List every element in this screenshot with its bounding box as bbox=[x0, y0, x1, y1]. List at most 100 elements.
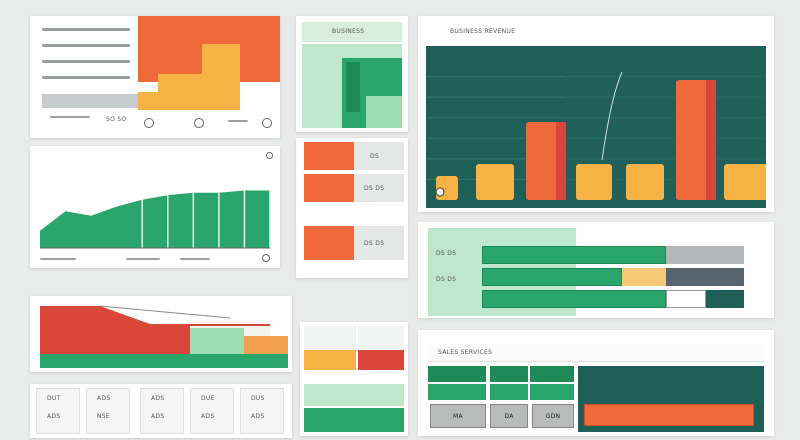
sales-header: SALES SERVICES bbox=[428, 344, 764, 362]
table-column: DUE ADS bbox=[190, 388, 234, 434]
table-columns: DUT ADS ADS NSE ADS ADS DUE ADS DUS ADS bbox=[30, 384, 292, 438]
data-table: DUT ADS ADS NSE ADS ADS DUE ADS DUS ADS bbox=[30, 384, 292, 438]
mini-chart-title: BUSINESS bbox=[332, 28, 365, 35]
progress-row-gray bbox=[666, 246, 744, 264]
trend-line bbox=[99, 305, 231, 319]
yellow-step bbox=[202, 44, 240, 110]
mini-chart-bar bbox=[346, 62, 360, 112]
sales-cell bbox=[490, 366, 528, 382]
trend-area-orange bbox=[244, 336, 288, 354]
trend-area-green bbox=[40, 354, 288, 368]
progress-row-yellow bbox=[622, 268, 666, 286]
column-header: DUT bbox=[47, 395, 61, 402]
text-line bbox=[228, 120, 248, 122]
progress-row bbox=[482, 290, 666, 308]
progress-row-white bbox=[666, 290, 706, 308]
revenue-chart bbox=[426, 46, 766, 208]
area-chart bbox=[40, 190, 271, 249]
text-line bbox=[180, 258, 210, 260]
info-icon[interactable] bbox=[266, 152, 273, 159]
metric-tile-orange bbox=[304, 226, 354, 260]
table-column: ADS ADS bbox=[140, 388, 184, 434]
area-fill bbox=[40, 190, 270, 248]
sales-cell bbox=[428, 384, 486, 400]
button-label: GDN bbox=[545, 412, 561, 420]
column-value: NSE bbox=[97, 413, 110, 420]
button-label: DA bbox=[504, 412, 514, 420]
metric-tile-gray: DS DS bbox=[354, 226, 404, 260]
table-column: ADS NSE bbox=[86, 388, 130, 434]
sales-panel: SALES SERVICES MA DA GDN bbox=[418, 330, 774, 436]
text-line bbox=[42, 44, 130, 47]
trend-area-light bbox=[190, 328, 244, 354]
column-value: ADS bbox=[201, 413, 215, 420]
yellow-step bbox=[158, 74, 202, 110]
progress-label: DS DS bbox=[436, 250, 457, 257]
revenue-bar-shade bbox=[556, 122, 566, 200]
refresh-icon[interactable] bbox=[144, 118, 154, 128]
sales-cell bbox=[530, 384, 574, 400]
metric-tile-label: DS bbox=[370, 153, 380, 160]
trend-chart bbox=[40, 305, 288, 368]
refresh-icon[interactable] bbox=[262, 118, 272, 128]
progress-row-dark bbox=[706, 290, 744, 308]
text-line bbox=[50, 116, 90, 118]
sales-title: SALES SERVICES bbox=[438, 349, 493, 356]
column-header: DUS bbox=[251, 395, 265, 402]
metric-tile-gray: DS bbox=[354, 142, 404, 170]
mini-tiles-panel bbox=[300, 322, 408, 436]
chevron-down-icon[interactable] bbox=[262, 254, 270, 262]
metric-tile-orange bbox=[304, 142, 354, 170]
revenue-chart-title: BUSINESS REVENUE bbox=[450, 28, 516, 35]
mini-tile-red bbox=[358, 350, 404, 370]
progress-label: DS DS bbox=[436, 276, 457, 283]
footer-label: SO SO bbox=[106, 116, 127, 123]
mini-chart-panel: BUSINESS bbox=[296, 16, 408, 132]
column-header: ADS bbox=[151, 395, 165, 402]
revenue-chart-header: BUSINESS REVENUE bbox=[426, 22, 766, 44]
metric-tile-orange bbox=[304, 174, 354, 202]
column-header: ADS bbox=[97, 395, 111, 402]
revenue-chart-bg bbox=[426, 46, 766, 208]
metric-tile-label: DS DS bbox=[364, 185, 385, 192]
column-value: ADS bbox=[151, 413, 165, 420]
column-value: ADS bbox=[251, 413, 265, 420]
sales-cell bbox=[428, 366, 486, 382]
settings-icon[interactable] bbox=[194, 118, 204, 128]
table-column: DUS ADS bbox=[240, 388, 284, 434]
sales-button-gdn[interactable]: GDN bbox=[532, 404, 574, 428]
mini-tile-yellow bbox=[304, 350, 356, 370]
progress-row-dark bbox=[666, 268, 744, 286]
button-label: MA bbox=[453, 412, 463, 420]
column-value: ADS bbox=[47, 413, 61, 420]
trend-line bbox=[601, 71, 623, 161]
trend-panel bbox=[30, 296, 292, 372]
summary-panel: SO SO bbox=[30, 16, 280, 138]
sales-cell bbox=[490, 384, 528, 400]
sales-cell bbox=[530, 366, 574, 382]
mini-chart-header: BUSINESS bbox=[302, 22, 402, 42]
text-line bbox=[126, 258, 160, 260]
column-header: DUE bbox=[201, 395, 215, 402]
mini-tile bbox=[358, 326, 404, 350]
metric-tile-gray: DS DS bbox=[354, 174, 404, 202]
sales-button-ma[interactable]: MA bbox=[430, 404, 486, 428]
sales-summary-block bbox=[578, 366, 764, 432]
mini-tile bbox=[304, 326, 356, 350]
text-line bbox=[42, 28, 130, 31]
revenue-bar bbox=[724, 164, 766, 200]
metric-tile-label: DS DS bbox=[364, 240, 385, 247]
revenue-chart-panel: BUSINESS REVENUE bbox=[418, 16, 774, 212]
revenue-bar bbox=[626, 164, 664, 200]
revenue-bar-shade bbox=[706, 80, 716, 200]
mini-tile-green bbox=[304, 408, 404, 432]
progress-row bbox=[482, 246, 666, 264]
sales-button-da[interactable]: DA bbox=[490, 404, 528, 428]
text-line bbox=[42, 76, 130, 79]
progress-row bbox=[482, 268, 622, 286]
table-column: DUT ADS bbox=[36, 388, 80, 434]
mini-chart-bar bbox=[366, 96, 402, 128]
progress-panel: DS DS DS DS bbox=[418, 222, 774, 318]
text-line bbox=[42, 60, 130, 63]
sales-highlight-bar[interactable] bbox=[584, 404, 754, 426]
